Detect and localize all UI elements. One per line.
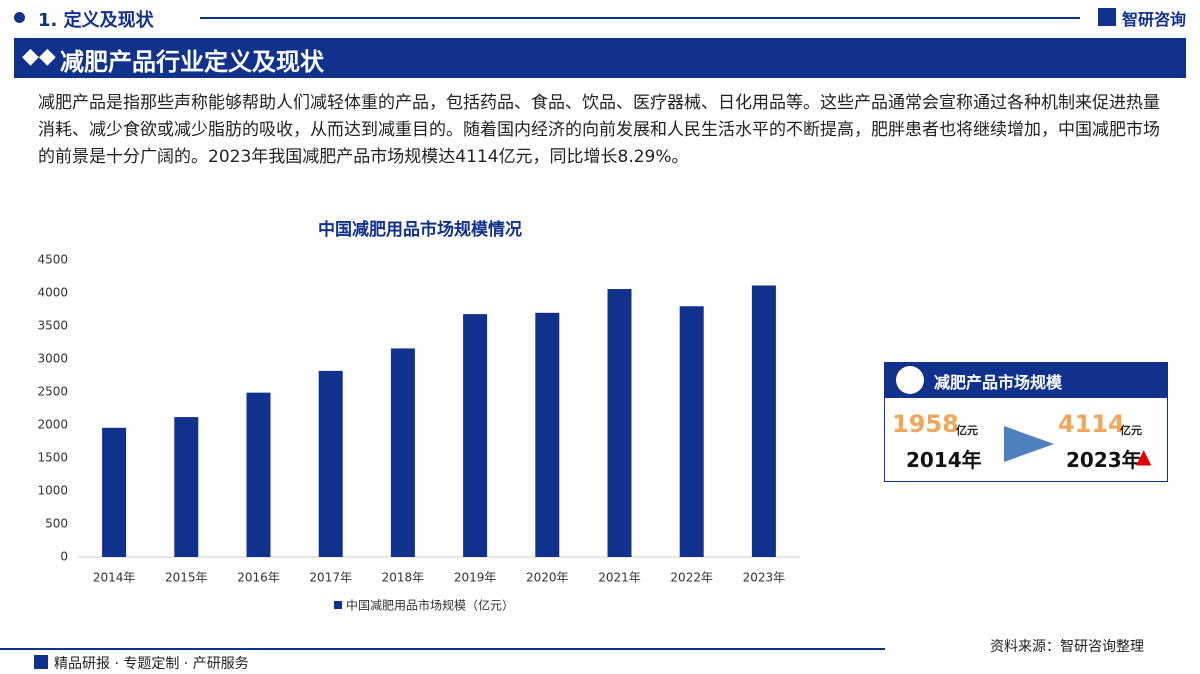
up-arrow: ▲ <box>1136 444 1152 468</box>
section-title: 1. 定义及现状 <box>38 10 154 31</box>
bar <box>390 348 415 557</box>
x-tick-label: 2023年 <box>743 571 786 585</box>
banner <box>14 38 1186 78</box>
start-value: 1958 <box>892 410 959 438</box>
legend-swatch <box>334 601 342 609</box>
tagline: 精品研报 · 专题定制 · 产研服务 <box>54 656 249 672</box>
chart-title: 中国减肥用品市场规模情况 <box>318 219 522 240</box>
banner-title: 减肥产品行业定义及现状 <box>60 48 324 76</box>
start-year: 2014年 <box>906 448 982 472</box>
bar <box>246 392 271 557</box>
x-tick-label: 2014年 <box>93 571 136 585</box>
banner-icon: ◆◆ <box>22 44 56 69</box>
end-value: 4114 <box>1058 410 1125 438</box>
x-tick-label: 2021年 <box>598 571 641 585</box>
end-unit: 亿元 <box>1120 424 1142 437</box>
bar <box>607 289 632 557</box>
y-tick-label: 2500 <box>37 385 68 399</box>
footer-line <box>0 648 885 650</box>
y-tick-label: 4000 <box>37 286 68 300</box>
y-tick-label: 4500 <box>37 253 68 267</box>
bar <box>174 417 199 557</box>
y-tick-label: 3000 <box>37 352 68 366</box>
x-tick-label: 2019年 <box>454 571 497 585</box>
footer-icon <box>34 655 48 669</box>
info-header <box>884 362 1168 398</box>
x-tick-label: 2016年 <box>237 571 280 585</box>
bar <box>318 370 343 557</box>
y-tick-label: 3500 <box>37 319 68 333</box>
logo-icon <box>1098 8 1116 26</box>
x-tick-label: 2020年 <box>526 571 569 585</box>
bar <box>463 314 488 557</box>
y-tick-label: 1000 <box>37 484 68 498</box>
x-tick-label: 2018年 <box>382 571 425 585</box>
y-tick-label: 1500 <box>37 451 68 465</box>
info-icon <box>896 366 924 394</box>
bar <box>751 285 776 557</box>
bar <box>102 427 127 557</box>
legend-label: 中国减肥用品市场规模（亿元） <box>346 598 514 613</box>
info-title: 减肥产品市场规模 <box>934 373 1063 392</box>
bar <box>535 312 560 557</box>
bullet <box>14 12 25 23</box>
y-tick-label: 0 <box>60 550 68 564</box>
y-tick-label: 500 <box>45 517 68 531</box>
divider <box>200 17 1080 19</box>
x-tick-label: 2015年 <box>165 571 208 585</box>
x-tick-label: 2017年 <box>309 571 352 585</box>
body-text: 减肥产品是指那些声称能够帮助人们减轻体重的产品，包括药品、食品、饮品、医疗器械、… <box>38 93 1160 167</box>
start-unit: 亿元 <box>956 424 978 437</box>
end-year: 2023年 <box>1066 448 1142 472</box>
bar <box>679 306 704 557</box>
arrow <box>1004 426 1054 462</box>
x-tick-label: 2022年 <box>670 571 713 585</box>
y-tick-label: 2000 <box>37 418 68 432</box>
source: 资料来源：智研咨询整理 <box>990 639 1144 655</box>
logo-text: 智研咨询 <box>1122 10 1187 29</box>
